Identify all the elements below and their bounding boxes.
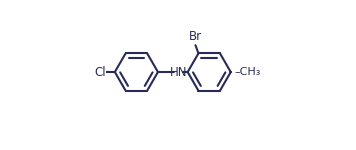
Text: –CH₃: –CH₃ — [235, 67, 261, 77]
Text: Cl: Cl — [94, 66, 106, 79]
Text: Br: Br — [189, 30, 202, 43]
Text: HN: HN — [170, 66, 188, 79]
